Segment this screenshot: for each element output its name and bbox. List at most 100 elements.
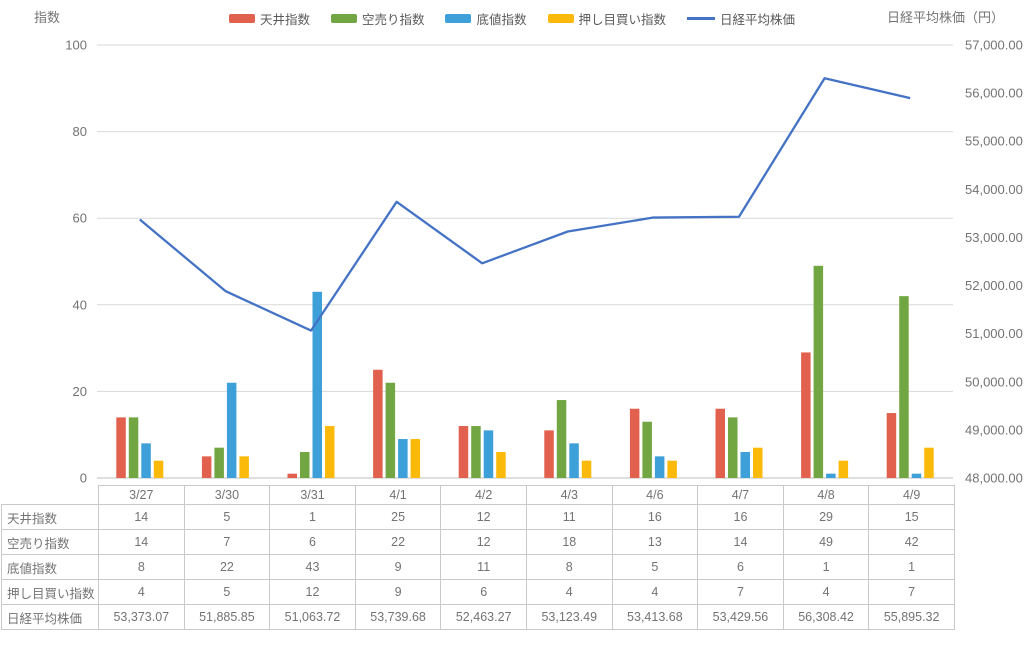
bar-押し目買い指数 xyxy=(239,456,249,478)
bar-空売り指数 xyxy=(385,382,396,478)
bar-天井指数 xyxy=(116,417,126,478)
bar-押し目買い指数 xyxy=(581,460,592,478)
bar-天井指数 xyxy=(201,456,212,478)
right-axis-tick-label: 56,000.00 xyxy=(965,86,1023,101)
value-cell: 18 xyxy=(525,529,613,555)
value-cell: 22 xyxy=(354,529,442,555)
bar-底値指数 xyxy=(483,430,494,478)
left-axis-title: 指数 xyxy=(34,10,61,25)
value-cell: 53,123.49 xyxy=(525,604,613,630)
row-label-cell: 底値指数 xyxy=(1,554,99,580)
value-cell: 9 xyxy=(354,579,442,605)
value-cell: 4 xyxy=(98,579,185,605)
legend-item: 天井指数 xyxy=(228,9,310,28)
left-axis-tick-label: 100 xyxy=(65,38,87,53)
left-axis-tick-label: 60 xyxy=(73,211,87,226)
value-cell: 43 xyxy=(269,554,356,580)
value-cell: 14 xyxy=(98,504,185,530)
bar-底値指数 xyxy=(226,382,237,478)
bar-空売り指数 xyxy=(300,452,310,478)
value-cell: 51,885.85 xyxy=(183,604,271,630)
date-header-cell: 3/30 xyxy=(183,485,271,505)
bar-天井指数 xyxy=(458,426,469,478)
right-axis-title: 日経平均株価（円） xyxy=(886,10,1004,25)
bar-底値指数 xyxy=(654,456,665,478)
bar-空売り指数 xyxy=(728,417,738,478)
value-cell: 6 xyxy=(269,529,356,555)
bar-天井指数 xyxy=(801,352,811,478)
right-axis-tick-label: 55,000.00 xyxy=(965,134,1023,149)
value-cell: 42 xyxy=(868,529,955,555)
data-table-wrap: 3/27 3/30 3/31 4/1 4/2 4/3 4/6 4/7 4/8 4/9 天井指数 14 5… xyxy=(1,485,955,630)
date-header-cell: 3/27 xyxy=(98,485,185,505)
date-header-cell: 4/6 xyxy=(611,485,699,505)
combo-chart: 100 80 60 40 20 0 57,000.00 56,000.00 55,000.00 5… xyxy=(65,38,1023,486)
value-cell: 8 xyxy=(525,554,613,580)
value-cell: 9 xyxy=(354,554,442,580)
legend-label: 底値指数 xyxy=(476,13,527,27)
value-cell: 8 xyxy=(98,554,185,580)
value-cell: 52,463.27 xyxy=(440,604,527,630)
bar-空売り指数 xyxy=(128,417,139,478)
bar-押し目買い指数 xyxy=(325,426,335,478)
value-cell: 16 xyxy=(697,504,784,530)
bar-空売り指数 xyxy=(813,265,824,478)
value-cell: 55,895.32 xyxy=(868,604,955,630)
row-label-cell: 空売り指数 xyxy=(1,529,99,555)
bar-底値指数 xyxy=(141,443,151,478)
bar-空売り指数 xyxy=(556,400,567,478)
value-cell: 4 xyxy=(782,579,870,605)
left-axis-tick-label: 80 xyxy=(73,124,87,139)
bar-空売り指数 xyxy=(899,296,909,478)
right-axis-tick-label: 53,000.00 xyxy=(965,230,1023,245)
table-row: 底値指数 8 22 43 9 11 8 5 6 1 1 xyxy=(1,554,955,580)
date-header-cell: 3/31 xyxy=(269,485,356,505)
date-header-cell: 4/1 xyxy=(354,485,442,505)
table-row: 押し目買い指数 4 5 12 9 6 4 4 7 4 7 xyxy=(1,579,955,605)
value-cell: 1 xyxy=(782,554,870,580)
table-row: 日経平均株価 53,373.07 51,885.85 51,063.72 53,739.… xyxy=(1,604,955,630)
legend-bar-swatch xyxy=(445,14,472,23)
bar-天井指数 xyxy=(287,473,297,478)
bar-天井指数 xyxy=(629,408,640,478)
table-header-row: 3/27 3/30 3/31 4/1 4/2 4/3 4/6 4/7 4/8 4/9 xyxy=(2,485,955,505)
value-cell: 29 xyxy=(782,504,870,530)
bar-押し目買い指数 xyxy=(924,447,934,478)
value-cell: 56,308.42 xyxy=(782,604,870,630)
value-cell: 53,373.07 xyxy=(98,604,185,630)
left-axis-tick-label: 20 xyxy=(73,384,87,399)
left-axis-tick-label: 0 xyxy=(80,471,87,486)
legend-label: 空売り指数 xyxy=(361,13,425,27)
legend-item: 押し目買い指数 xyxy=(547,9,666,28)
value-cell: 22 xyxy=(183,554,271,580)
legend-line-swatch xyxy=(687,17,716,20)
row-label-cell: 押し目買い指数 xyxy=(1,579,99,605)
value-cell: 13 xyxy=(611,529,699,555)
table-row: 空売り指数 14 7 6 22 12 18 13 14 49 42 xyxy=(1,529,955,555)
bar-空売り指数 xyxy=(471,426,481,478)
date-header-cell: 4/3 xyxy=(525,485,613,505)
chart-legend: 天井指数 空売り指数 底値指数 押し目買い指数 日経平均株価 xyxy=(0,9,1024,28)
row-label-cell: 天井指数 xyxy=(1,504,99,530)
legend-bar-swatch xyxy=(547,14,574,23)
value-cell: 5 xyxy=(183,579,271,605)
legend-item: 底値指数 xyxy=(445,9,527,28)
value-cell: 11 xyxy=(525,504,613,530)
right-axis-tick-label: 49,000.00 xyxy=(965,422,1023,437)
value-cell: 11 xyxy=(440,554,527,580)
bar-天井指数 xyxy=(715,408,725,478)
value-cell: 53,429.56 xyxy=(697,604,784,630)
value-cell: 14 xyxy=(697,529,784,555)
legend-label: 日経平均株価 xyxy=(720,13,796,27)
value-cell: 7 xyxy=(697,579,784,605)
right-axis-tick-label: 54,000.00 xyxy=(965,182,1023,197)
value-cell: 53,413.68 xyxy=(611,604,699,630)
bar-底値指数 xyxy=(398,439,408,478)
bar-空売り指数 xyxy=(642,421,652,478)
value-cell: 5 xyxy=(183,504,271,530)
bar-底値指数 xyxy=(911,473,922,478)
value-cell: 5 xyxy=(611,554,699,580)
value-cell: 6 xyxy=(440,579,527,605)
value-cell: 53,739.68 xyxy=(354,604,442,630)
